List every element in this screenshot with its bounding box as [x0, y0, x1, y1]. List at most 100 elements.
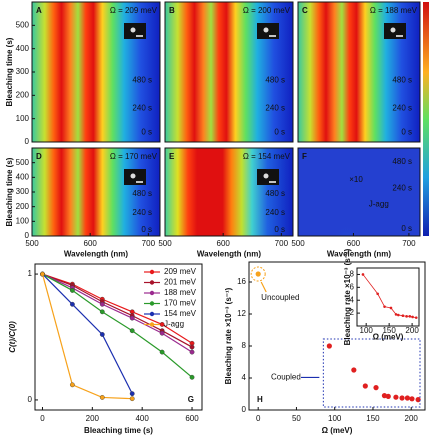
series-line [42, 273, 193, 348]
point [129, 315, 135, 321]
point [404, 395, 410, 401]
time-label: 480 s [392, 76, 412, 85]
point [361, 273, 365, 276]
x-tick-label: 700 [402, 239, 416, 248]
y-tick-label: 4 [242, 373, 247, 382]
point [397, 313, 400, 317]
point [399, 395, 405, 401]
point [409, 396, 415, 402]
x-axis-label: Wavelength (nm) [197, 250, 261, 259]
panel-frame [297, 1, 421, 143]
point [362, 383, 368, 389]
highlight-box [322, 338, 421, 408]
time-label: 240 s [392, 184, 412, 193]
y-tick-label: 0 [25, 231, 30, 240]
point [159, 349, 165, 355]
omega-label: Ω = 200 meV [243, 6, 291, 15]
y-tick-label: 8 [350, 270, 355, 279]
time-label: 0 s [141, 127, 152, 136]
legend-label: 201 meV [164, 278, 197, 287]
x-tick-label: 500 [291, 239, 305, 248]
y-tick-label: 12 [237, 309, 246, 318]
legend-label: 154 meV [164, 309, 197, 318]
y-axis-label: Bleaching rate ×10⁻³ (s⁻¹) [224, 287, 233, 384]
x-tick-label: 600 [84, 239, 98, 248]
x-tick-label: 200 [405, 414, 419, 423]
panel-letter: F [302, 152, 307, 161]
x-tick-label: 700 [142, 239, 156, 248]
y-tick-label: 500 [16, 158, 30, 167]
time-label: 0 s [401, 224, 412, 233]
series-line [42, 273, 193, 344]
point [129, 391, 135, 397]
point [376, 292, 379, 296]
annotation: J-agg [369, 199, 389, 208]
time-label: 480 s [132, 76, 152, 85]
point [99, 395, 105, 400]
x-tick-label: 200 [405, 326, 419, 335]
x-axis-label: Wavelength (nm) [327, 250, 391, 259]
inset-spot [263, 173, 269, 179]
legend-label: 170 meV [164, 299, 197, 308]
time-label: 240 s [392, 104, 412, 113]
legend-label: J-agg [164, 320, 184, 329]
heatmap [32, 148, 160, 236]
legend-label: 188 meV [164, 288, 197, 297]
x-tick-label: 50 [292, 414, 301, 423]
y-tick-label: 6 [350, 282, 355, 291]
inset-frame [356, 267, 420, 327]
omega-label: Ω = 154 meV [243, 152, 291, 161]
y-tick-label: 8 [242, 341, 247, 350]
point [159, 330, 165, 336]
x-axis-label: Ω (meV) [322, 426, 353, 435]
y-tick-label: 500 [16, 20, 30, 29]
point [389, 306, 393, 310]
y-axis-label: Bleaching time (s) [5, 157, 14, 226]
x-tick-label: 100 [360, 326, 374, 335]
legend-marker [149, 280, 155, 285]
inset-spot [130, 27, 136, 33]
point [189, 349, 195, 355]
point [69, 301, 75, 307]
colorbar [423, 2, 429, 236]
x-tick-label: 400 [135, 414, 149, 423]
y-tick-label: 100 [16, 114, 30, 123]
legend-marker [149, 311, 155, 317]
heatmap-clip [298, 236, 420, 296]
series-line [42, 273, 193, 353]
x-tick-label: 500 [25, 239, 39, 248]
panel-frame [297, 147, 421, 237]
time-label: 240 s [132, 208, 152, 217]
point [129, 328, 135, 334]
heatmap [165, 148, 293, 236]
panel-frame [164, 147, 294, 237]
time-label: 0 s [274, 127, 285, 136]
time-label: 480 s [132, 189, 152, 198]
point [383, 305, 386, 308]
point [255, 271, 261, 277]
point [189, 374, 195, 380]
x-axis-label: Ω (meV) [373, 333, 404, 342]
inset-spot [130, 173, 136, 179]
series-line [42, 273, 193, 378]
point [405, 315, 408, 318]
plot-frame [34, 263, 203, 411]
x-tick-label: 0 [40, 414, 45, 423]
y-tick-label: 1 [28, 269, 33, 278]
time-label: 0 s [274, 225, 285, 234]
legend-marker [149, 301, 155, 306]
time-label: 240 s [265, 208, 285, 217]
panel-letter: G [188, 395, 194, 404]
x-tick-label: 0 [256, 414, 261, 423]
annotation: Coupled [271, 373, 301, 382]
y-tick-label: 300 [16, 187, 30, 196]
time-label: 240 s [265, 104, 285, 113]
point [99, 301, 105, 307]
y-tick-label: 0 [28, 395, 33, 404]
point [99, 332, 105, 337]
panel-letter: B [169, 6, 175, 15]
x-tick-label: 200 [86, 414, 100, 423]
time-label: 240 s [132, 104, 152, 113]
y-tick-label: 400 [16, 44, 30, 53]
y-tick-label: 100 [16, 216, 30, 225]
